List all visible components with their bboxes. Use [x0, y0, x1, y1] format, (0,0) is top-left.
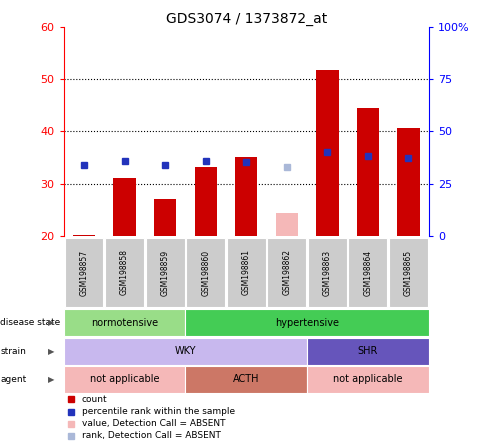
Text: ACTH: ACTH: [233, 374, 260, 385]
Text: strain: strain: [0, 347, 26, 356]
FancyBboxPatch shape: [65, 238, 103, 307]
FancyBboxPatch shape: [64, 309, 185, 337]
Text: disease state: disease state: [0, 318, 61, 327]
FancyBboxPatch shape: [307, 337, 429, 365]
Text: WKY: WKY: [174, 346, 196, 356]
FancyBboxPatch shape: [307, 366, 429, 393]
Bar: [316, 70, 339, 236]
FancyBboxPatch shape: [185, 309, 429, 337]
FancyBboxPatch shape: [308, 238, 347, 307]
Text: GSM198862: GSM198862: [282, 250, 291, 296]
Text: GSM198859: GSM198859: [161, 250, 170, 296]
Text: not applicable: not applicable: [333, 374, 403, 385]
Bar: [397, 128, 419, 236]
FancyBboxPatch shape: [64, 337, 307, 365]
Text: not applicable: not applicable: [90, 374, 159, 385]
FancyBboxPatch shape: [227, 238, 266, 307]
FancyBboxPatch shape: [389, 238, 428, 307]
Text: GSM198861: GSM198861: [242, 250, 251, 296]
Text: GSM198858: GSM198858: [120, 250, 129, 296]
Bar: [154, 199, 176, 236]
Bar: [73, 235, 95, 236]
Text: rank, Detection Call = ABSENT: rank, Detection Call = ABSENT: [82, 431, 221, 440]
FancyBboxPatch shape: [186, 238, 225, 307]
Text: ▶: ▶: [48, 375, 55, 384]
Bar: [195, 166, 217, 236]
Bar: [357, 108, 379, 236]
Text: ▶: ▶: [48, 318, 55, 327]
Text: GSM198865: GSM198865: [404, 250, 413, 296]
FancyBboxPatch shape: [348, 238, 388, 307]
Text: percentile rank within the sample: percentile rank within the sample: [82, 407, 235, 416]
Text: GSM198860: GSM198860: [201, 250, 210, 296]
Title: GDS3074 / 1373872_at: GDS3074 / 1373872_at: [166, 12, 327, 26]
FancyBboxPatch shape: [268, 238, 306, 307]
Text: GSM198864: GSM198864: [364, 250, 372, 296]
Text: value, Detection Call = ABSENT: value, Detection Call = ABSENT: [82, 419, 225, 428]
FancyBboxPatch shape: [64, 366, 185, 393]
Text: count: count: [82, 395, 108, 404]
Text: hypertensive: hypertensive: [275, 318, 339, 328]
Bar: [113, 178, 136, 236]
Text: agent: agent: [0, 375, 27, 384]
Bar: [276, 213, 298, 236]
Text: SHR: SHR: [358, 346, 378, 356]
FancyBboxPatch shape: [146, 238, 185, 307]
Text: ▶: ▶: [48, 347, 55, 356]
Text: GSM198863: GSM198863: [323, 250, 332, 296]
FancyBboxPatch shape: [185, 366, 307, 393]
Bar: [235, 157, 257, 236]
FancyBboxPatch shape: [105, 238, 144, 307]
Text: normotensive: normotensive: [91, 318, 158, 328]
Text: GSM198857: GSM198857: [79, 250, 89, 296]
